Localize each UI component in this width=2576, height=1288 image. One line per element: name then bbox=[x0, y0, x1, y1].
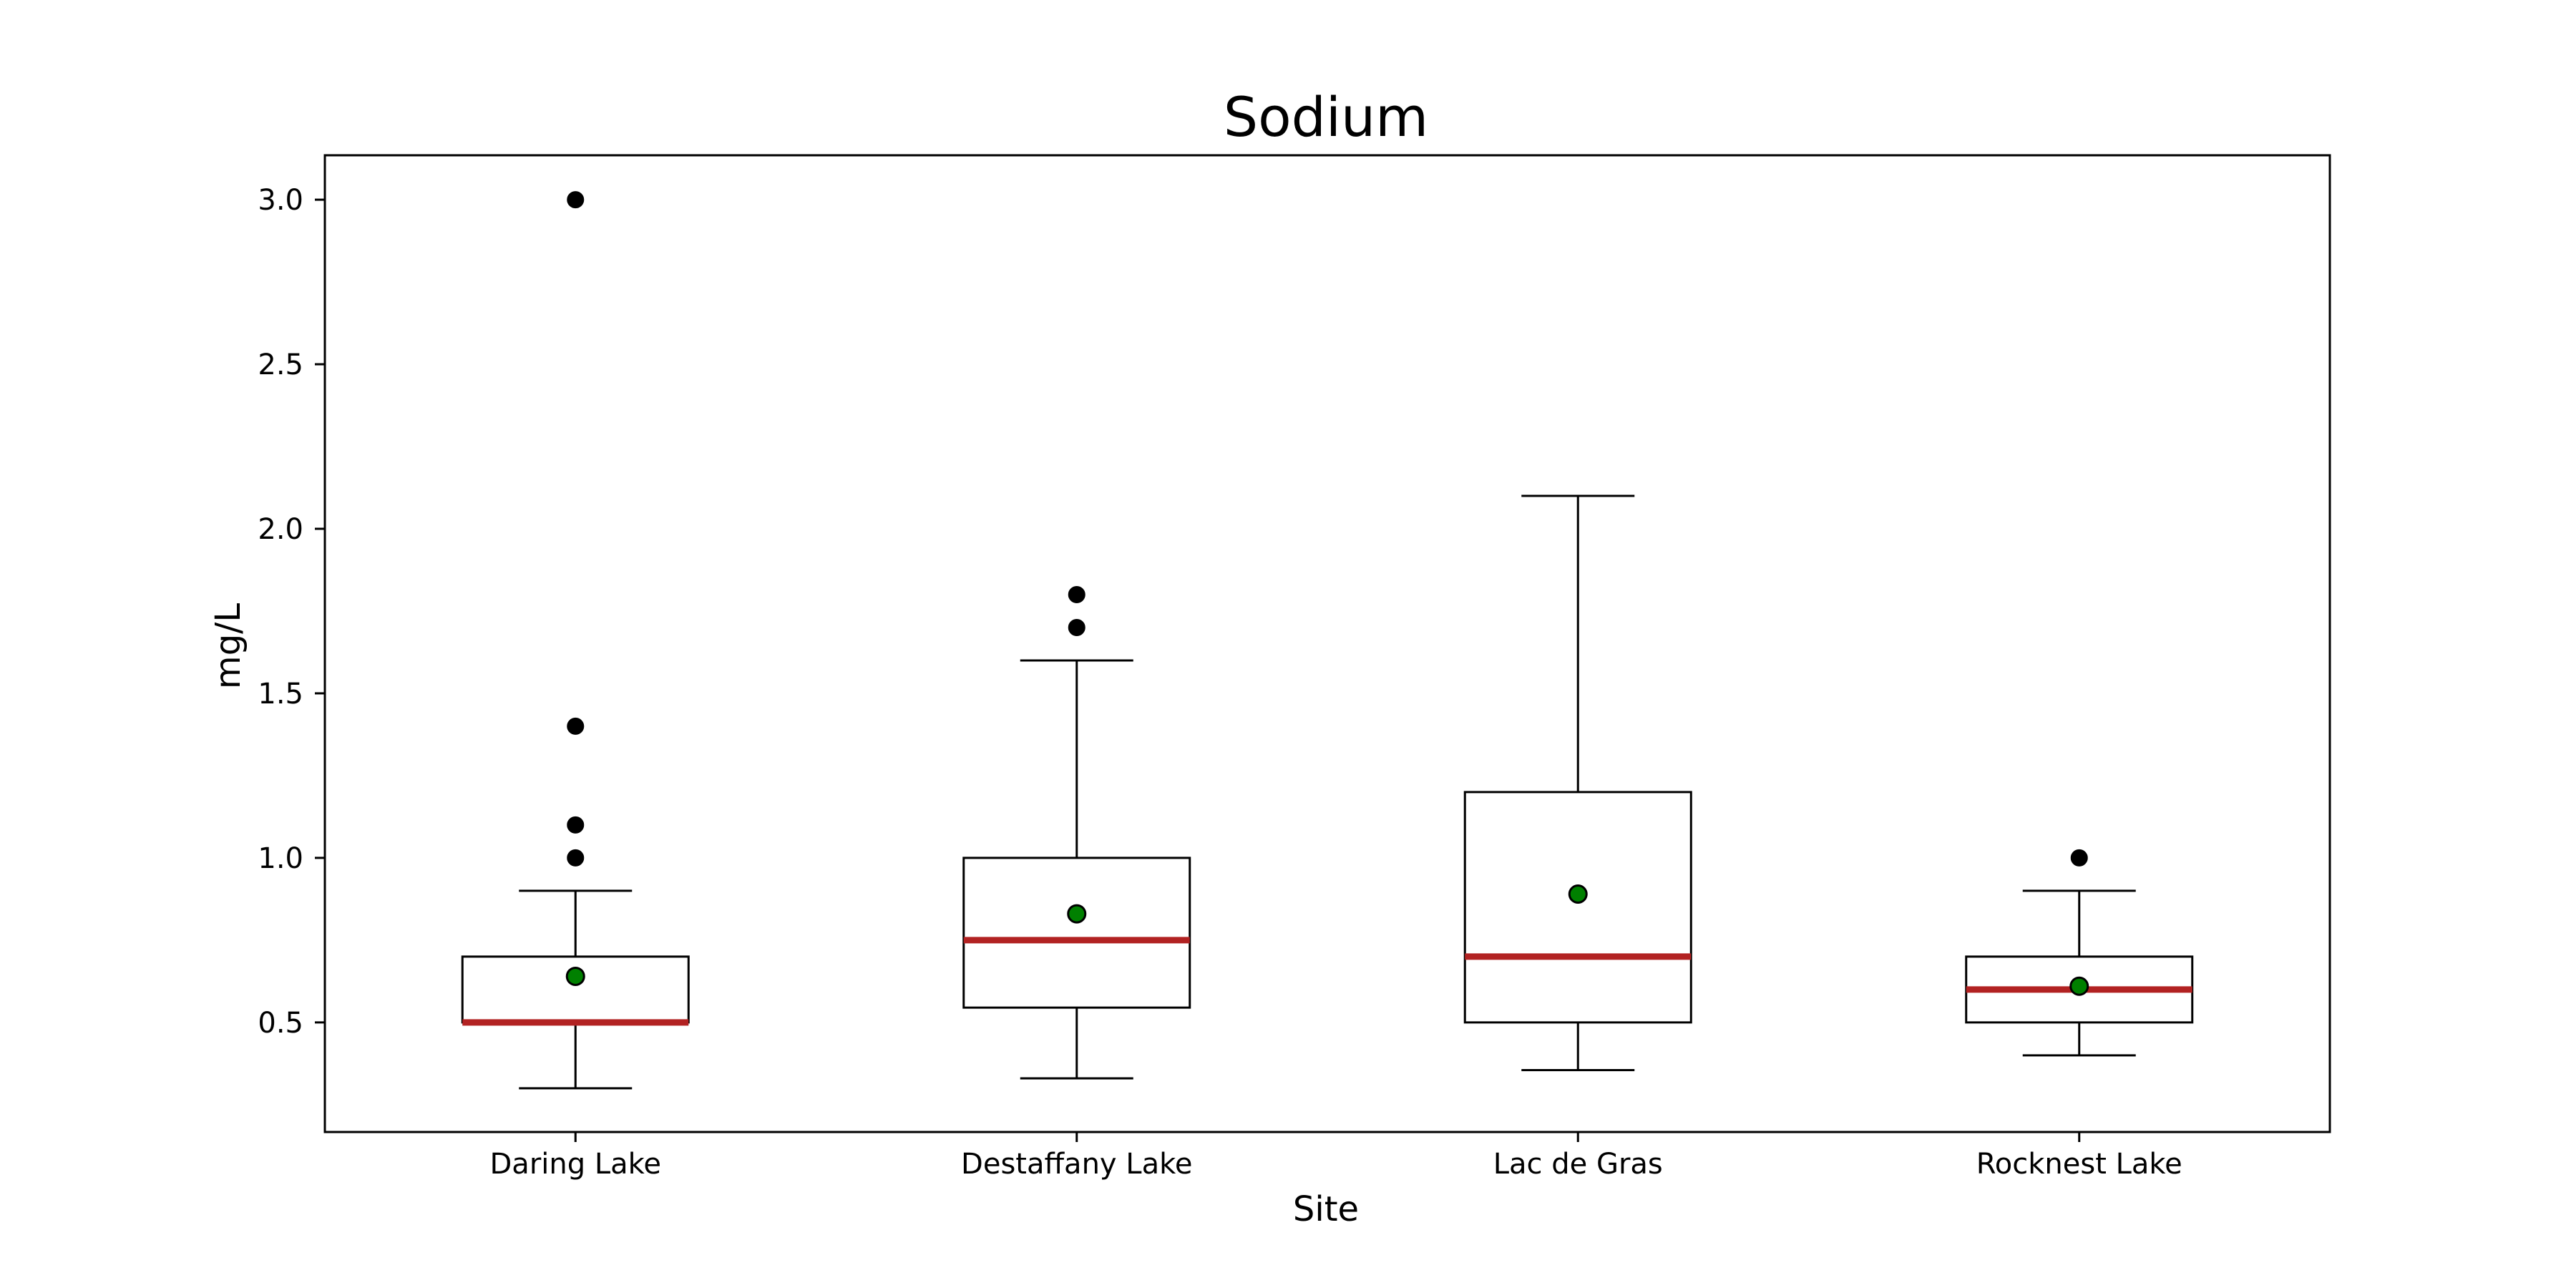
x-tick-label: Rocknest Lake bbox=[1976, 1148, 2182, 1181]
plot-layer: 0.5 1.0 1.5 2.0 2.5 3.0 Daring Lake Destaffany … bbox=[258, 154, 2331, 1181]
outlier-point bbox=[567, 191, 585, 209]
mean-marker bbox=[1568, 884, 1588, 904]
y-tick-label: 0.5 bbox=[258, 1007, 303, 1040]
plot-frame bbox=[323, 154, 2331, 1133]
outlier-point bbox=[567, 816, 585, 834]
x-tick-label: Destaffany Lake bbox=[961, 1148, 1192, 1181]
y-tick-label: 2.5 bbox=[258, 348, 303, 381]
x-tick-label: Lac de Gras bbox=[1493, 1148, 1663, 1181]
y-tick-label: 2.0 bbox=[258, 513, 303, 546]
iqr-box bbox=[461, 955, 690, 1024]
outlier-point bbox=[567, 849, 585, 867]
outlier-point bbox=[1068, 618, 1085, 636]
iqr-box bbox=[1463, 791, 1692, 1024]
mean-marker bbox=[1067, 904, 1087, 924]
x-axis-label: Site bbox=[1293, 1189, 1359, 1229]
outlier-point bbox=[2070, 849, 2088, 867]
y-tick-label: 1.0 bbox=[258, 842, 303, 875]
iqr-box bbox=[962, 857, 1191, 1009]
outlier-point bbox=[567, 717, 585, 735]
chart-title: Sodium bbox=[1224, 85, 1428, 149]
mean-marker bbox=[2069, 976, 2089, 996]
mean-marker bbox=[565, 966, 585, 986]
y-axis-label: mg/L bbox=[208, 603, 248, 689]
x-tick-label: Daring Lake bbox=[490, 1148, 661, 1181]
y-tick-label: 3.0 bbox=[258, 184, 303, 217]
y-tick-label: 1.5 bbox=[258, 678, 303, 711]
outlier-point bbox=[1068, 585, 1085, 603]
